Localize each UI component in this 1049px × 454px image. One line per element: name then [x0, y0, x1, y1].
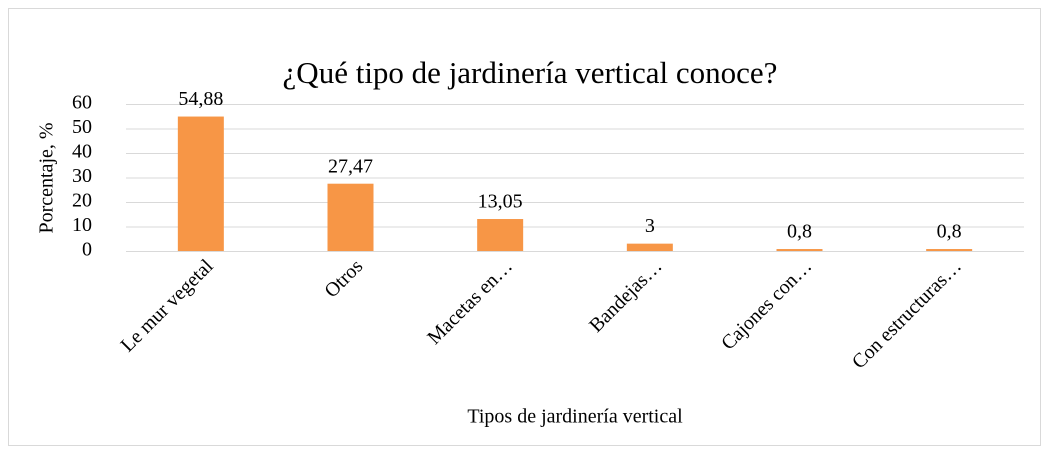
value-label: 3	[645, 215, 655, 237]
bar	[177, 116, 224, 251]
y-tick-label: 10	[72, 214, 92, 236]
bar	[477, 219, 524, 251]
value-label: 54,88	[178, 88, 223, 110]
chart-title: ¿Qué tipo de jardinería vertical conoce?	[283, 55, 778, 90]
value-label: 13,05	[478, 191, 523, 213]
y-tick-label: 60	[72, 92, 92, 114]
x-axis-title: Tipos de jardinería vertical	[467, 406, 683, 428]
y-tick-label: 0	[82, 239, 92, 261]
bar	[776, 249, 823, 251]
y-tick-label: 50	[72, 116, 92, 138]
y-tick-label: 20	[72, 190, 92, 212]
value-label: 27,47	[328, 155, 373, 177]
value-label: 0,8	[787, 221, 812, 243]
y-tick-label: 30	[72, 165, 92, 187]
y-tick-label: 40	[72, 141, 92, 163]
value-label: 0,8	[937, 221, 962, 243]
bar	[327, 183, 374, 251]
y-axis-title: Porcentaje, %	[36, 122, 58, 233]
bar	[926, 249, 973, 251]
bar	[626, 243, 673, 251]
